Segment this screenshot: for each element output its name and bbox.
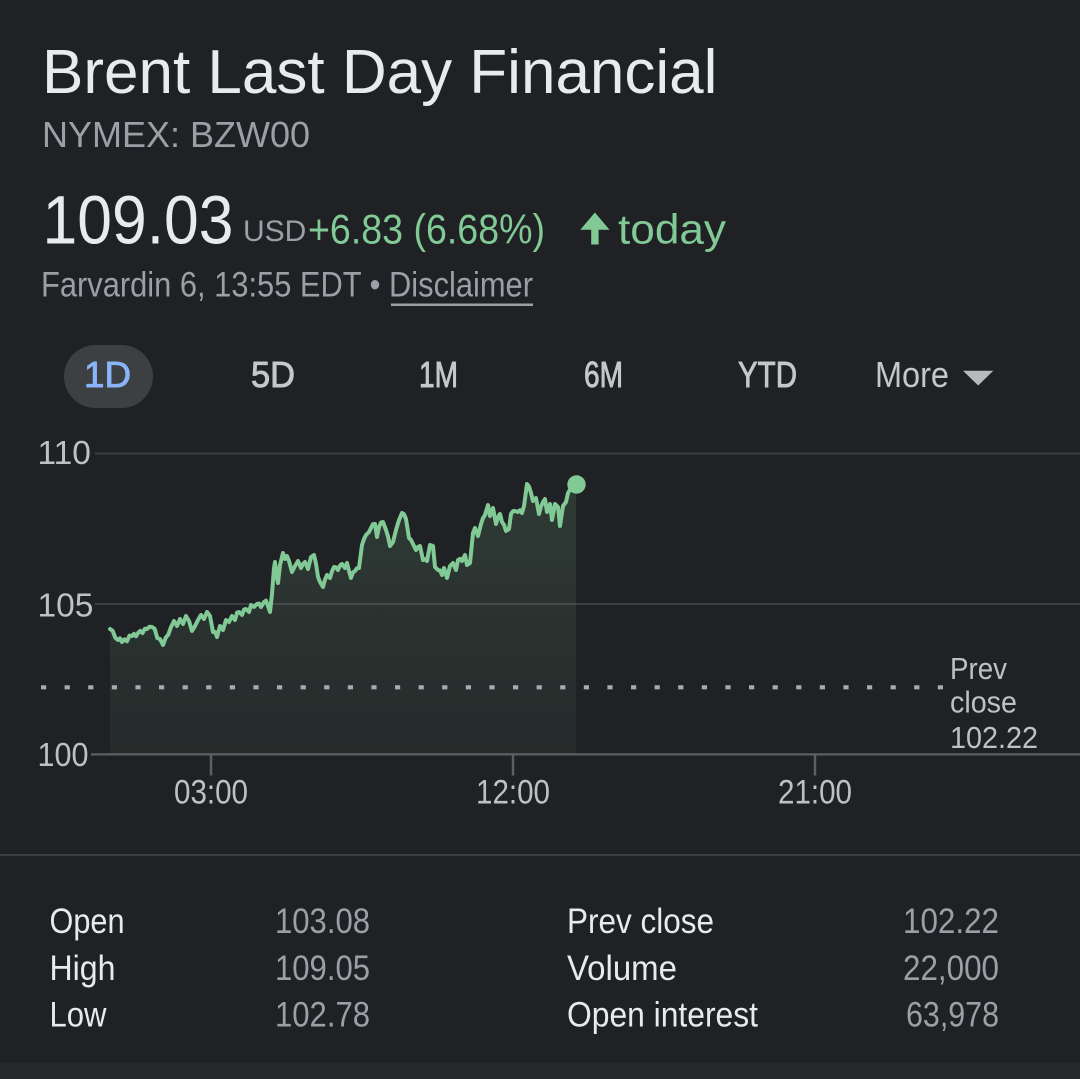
svg-text:Farvardin 6, 13:55 EDT • Discl: Farvardin 6, 13:55 EDT • Disclaimer [41, 266, 533, 305]
svg-text:1D: 1D [84, 354, 131, 395]
svg-text:105: 105 [38, 588, 94, 625]
svg-text:110: 110 [38, 435, 91, 472]
svg-text:102.22: 102.22 [950, 720, 1038, 755]
svg-text:109.03: 109.03 [43, 181, 234, 258]
svg-text:Prev: Prev [950, 651, 1007, 686]
svg-text:close: close [950, 685, 1017, 720]
svg-text:63,978: 63,978 [906, 996, 999, 1035]
svg-text:5D: 5D [251, 354, 295, 395]
svg-text:03:00: 03:00 [174, 773, 248, 811]
svg-text:100: 100 [38, 737, 89, 774]
svg-text:YTD: YTD [738, 354, 797, 395]
svg-text:Volume: Volume [567, 949, 677, 988]
svg-text:1M: 1M [419, 354, 458, 395]
svg-text:22,000: 22,000 [903, 949, 999, 988]
svg-text:High: High [50, 949, 116, 988]
svg-text:21:00: 21:00 [778, 773, 852, 811]
svg-text:NYMEX: BZW00: NYMEX: BZW00 [42, 114, 310, 155]
svg-text:Prev close: Prev close [567, 902, 714, 941]
svg-text:+6.83 (6.68%): +6.83 (6.68%) [308, 205, 545, 252]
svg-text:12:00: 12:00 [476, 773, 550, 811]
svg-text:More: More [875, 354, 949, 395]
svg-text:today: today [618, 205, 726, 252]
svg-text:USD: USD [243, 215, 306, 248]
svg-text:Open interest: Open interest [567, 996, 758, 1035]
svg-text:103.08: 103.08 [275, 902, 370, 941]
svg-text:109.05: 109.05 [275, 949, 370, 988]
svg-text:Low: Low [50, 996, 108, 1035]
svg-text:Brent Last Day Financial: Brent Last Day Financial [42, 38, 717, 107]
svg-text:102.22: 102.22 [903, 902, 999, 941]
svg-text:Open: Open [50, 902, 125, 941]
svg-text:102.78: 102.78 [275, 996, 370, 1035]
svg-text:6M: 6M [584, 354, 623, 395]
